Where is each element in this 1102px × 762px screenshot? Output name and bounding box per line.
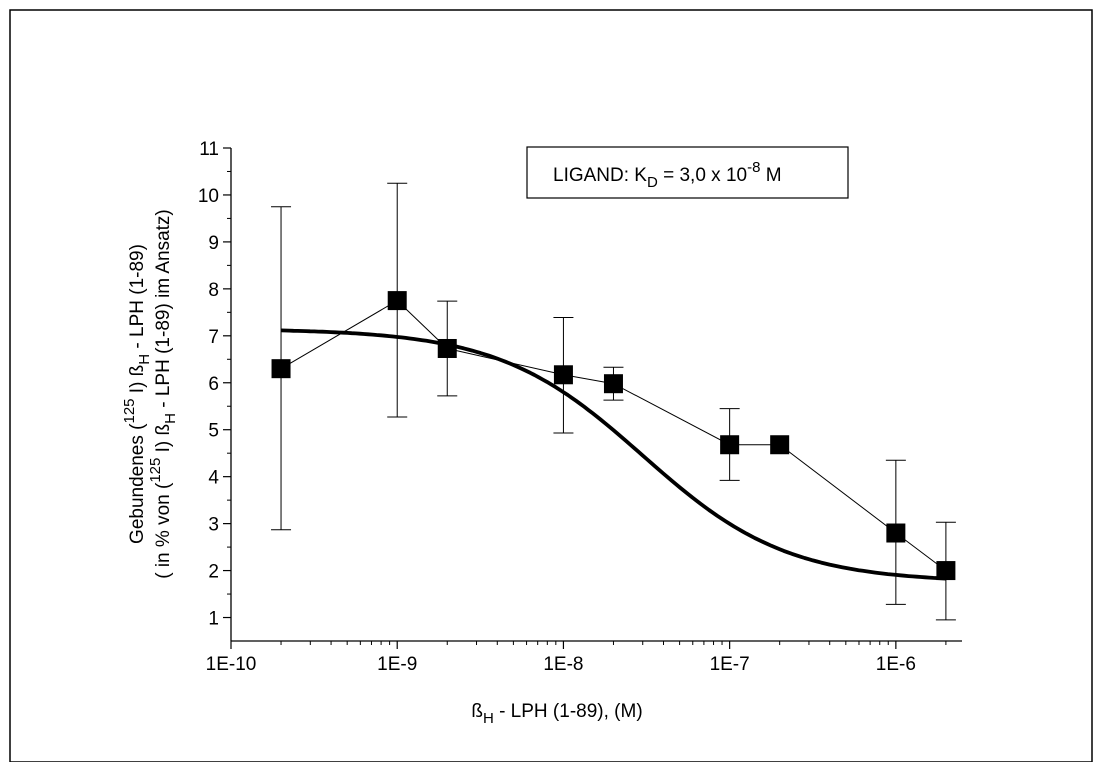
x-axis-title: ßH - LPH (1-89), (M) (471, 701, 642, 727)
y-tick-label: 11 (199, 139, 219, 160)
y-axis-title-line2: ( in % von (125 I) ßH - LPH (1-89) im An… (147, 209, 179, 579)
y-tick-label: 7 (208, 327, 219, 348)
data-point (271, 359, 291, 379)
y-tick-label: 10 (198, 186, 219, 207)
y-tick-label: 5 (208, 421, 219, 442)
series-layer (271, 182, 956, 621)
data-point (387, 291, 407, 311)
y-tick-label: 4 (208, 468, 219, 489)
data-point (553, 365, 573, 385)
x-tick-label: 1E-8 (543, 654, 583, 675)
y-tick-label: 3 (208, 515, 219, 536)
chart-frame (9, 9, 1093, 762)
data-point (770, 435, 790, 455)
data-point (936, 561, 956, 581)
y-tick-label: 8 (208, 280, 219, 301)
y-tick-label: 9 (208, 233, 219, 254)
y-tick-label: 2 (208, 562, 219, 583)
data-point (886, 523, 906, 543)
y-axis-title-line1: Gebundenes (125 I) ßH - LPH (1-89) (121, 244, 153, 544)
data-line (280, 299, 947, 571)
data-point (603, 374, 623, 394)
data-point (720, 435, 740, 455)
axes: 1 2 3 4 5 6 7 8 9 10 11 1E-10 1E-9 1E-8 1E-7 1E-6 (198, 139, 962, 675)
y-tick-label: 6 (208, 374, 219, 395)
x-tick-label: 1E-9 (377, 654, 417, 675)
x-tick-label: 1E-6 (876, 654, 916, 675)
x-tick-label: 1E-10 (206, 654, 257, 675)
y-tick-label: 1 (208, 609, 219, 630)
kd-annotation: LIGAND: KD = 3,0 x 10-8 M (553, 159, 782, 191)
legend-box: LIGAND: KD = 3,0 x 10-8 M (526, 146, 849, 199)
fit-curve (280, 328, 947, 581)
x-tick-label: 1E-7 (710, 654, 750, 675)
